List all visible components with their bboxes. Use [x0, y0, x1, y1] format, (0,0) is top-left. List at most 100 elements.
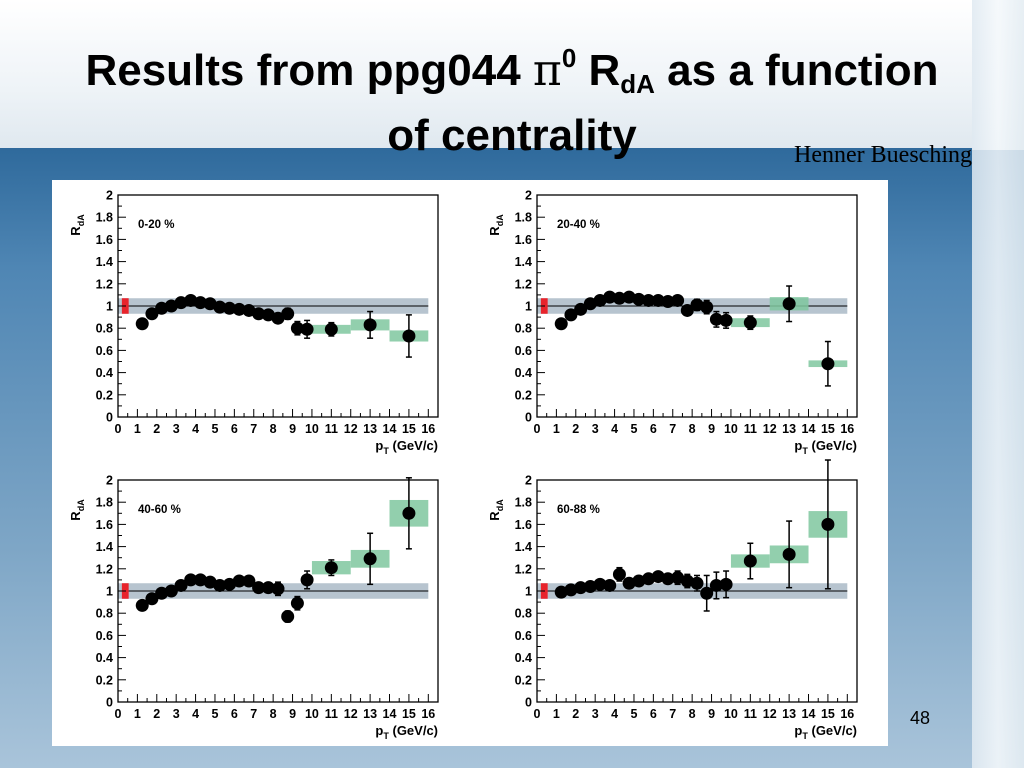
data-point	[164, 584, 178, 598]
data-point	[145, 592, 159, 606]
data-point	[135, 317, 149, 331]
x-tick-label: 13	[782, 707, 796, 721]
data-point	[232, 302, 246, 316]
figure-svg: 00.20.40.60.811.21.41.61.820 1 2 3 4 5 6 7 8 9 10 1…	[68, 189, 858, 741]
x-tick-label: 16	[840, 422, 854, 436]
x-axis-label: pT (GeV/c)	[794, 438, 857, 456]
data-point	[213, 578, 227, 592]
data-point	[743, 554, 757, 568]
chart-panel-3: 00.20.40.60.811.21.41.61.820 1 2 3 4 5 6 7 8 9 10 1…	[487, 459, 858, 741]
data-point	[261, 581, 275, 595]
x-tick-label: 14	[383, 422, 397, 436]
data-point	[281, 307, 295, 321]
x-tick-label: 5	[630, 707, 637, 721]
y-axis-label-sub: dA	[76, 499, 86, 511]
x-tick-label: 4	[192, 707, 199, 721]
y-tick-label: 1.2	[515, 277, 532, 291]
y-tick-label: 1.6	[515, 518, 532, 532]
x-tick-label: 0	[115, 707, 122, 721]
data-point	[671, 293, 685, 307]
y-tick-label: 1.6	[515, 233, 532, 247]
x-tick-label: 15	[821, 707, 835, 721]
y-tick-label: 1	[106, 300, 113, 314]
y-axis-label-sub: dA	[495, 499, 505, 511]
data-point	[612, 291, 626, 305]
x-tick-label: 2	[572, 422, 579, 436]
data-point	[709, 578, 723, 592]
x-tick-label: 14	[383, 707, 397, 721]
x-tick-label: 0	[534, 422, 541, 436]
data-point	[184, 293, 198, 307]
x-tick-label: 4	[611, 422, 618, 436]
x-tick-label: 4	[192, 422, 199, 436]
x-tick-label: 11	[325, 422, 338, 436]
data-point	[324, 322, 338, 336]
y-tick-label: 0.6	[96, 629, 113, 643]
y-tick-label: 0.8	[515, 322, 532, 336]
y-axis-label-main: R	[68, 226, 83, 236]
x-tick-label: 9	[708, 707, 715, 721]
y-tick-label: 1.8	[96, 496, 113, 510]
x-tick-label: 1	[553, 422, 560, 436]
x-tick-label: 9	[289, 707, 296, 721]
data-point	[402, 506, 416, 520]
y-tick-label: 1.4	[515, 540, 532, 554]
x-tick-label: 14	[802, 422, 816, 436]
y-tick-label: 1.4	[96, 255, 113, 269]
data-point	[252, 307, 266, 321]
y-tick-label: 1.6	[96, 518, 113, 532]
x-tick-label: 3	[592, 707, 599, 721]
x-tick-label: 6	[650, 422, 657, 436]
x-axis-label-unit: (GeV/c)	[389, 723, 438, 738]
y-tick-label: 0.2	[515, 388, 532, 402]
y-axis-label-main: R	[68, 511, 83, 521]
y-tick-label: 0.4	[96, 651, 113, 665]
y-axis-label: RdA	[487, 214, 505, 236]
y-tick-label: 2	[525, 189, 532, 203]
centrality-label: 40-60 %	[138, 504, 181, 516]
data-point	[612, 567, 626, 581]
x-tick-label: 12	[344, 422, 358, 436]
title-text-1: Results from ppg044	[85, 46, 533, 95]
title-r: R	[576, 46, 621, 95]
x-tick-label: 6	[231, 422, 238, 436]
title-r-subscript: dA	[620, 69, 655, 99]
x-tick-label: 7	[250, 422, 257, 436]
centrality-label: 0-20 %	[138, 219, 174, 231]
author-name: Henner Buesching	[794, 142, 972, 168]
y-tick-label: 1.8	[96, 211, 113, 225]
data-point	[252, 581, 266, 595]
x-tick-label: 15	[821, 422, 835, 436]
data-point	[603, 578, 617, 592]
y-tick-label: 1.2	[96, 562, 113, 576]
data-point	[821, 357, 835, 371]
data-point	[363, 318, 377, 332]
data-point	[719, 313, 733, 327]
x-axis-label: pT (GeV/c)	[375, 723, 438, 741]
chart-panel-1: 00.20.40.60.811.21.41.61.820 1 2 3 4 5 6 7 8 9 10 1…	[487, 189, 858, 456]
y-tick-label: 1.8	[515, 496, 532, 510]
y-tick-label: 1	[525, 585, 532, 599]
data-point	[242, 574, 256, 588]
data-point	[564, 308, 578, 322]
data-point	[719, 577, 733, 591]
data-point	[324, 561, 338, 575]
y-tick-label: 2	[525, 474, 532, 488]
x-tick-label: 15	[402, 707, 416, 721]
page-number: 48	[910, 708, 931, 728]
data-point	[564, 583, 578, 597]
data-point	[290, 596, 304, 610]
title-text-line2: of centrality	[387, 111, 637, 160]
x-axis-label-unit: (GeV/c)	[808, 438, 857, 453]
x-tick-label: 11	[325, 707, 338, 721]
y-tick-label: 0.8	[96, 607, 113, 621]
data-point	[680, 574, 694, 588]
x-tick-label: 8	[689, 422, 696, 436]
x-tick-label: 10	[305, 707, 319, 721]
data-point	[223, 301, 237, 315]
data-point	[709, 312, 723, 326]
x-axis-label-main: p	[375, 723, 383, 738]
x-axis-label: pT (GeV/c)	[794, 723, 857, 741]
chart-panel-0: 00.20.40.60.811.21.41.61.820 1 2 3 4 5 6 7 8 9 10 1…	[68, 189, 439, 456]
title-pi-superscript: 0	[561, 43, 577, 73]
